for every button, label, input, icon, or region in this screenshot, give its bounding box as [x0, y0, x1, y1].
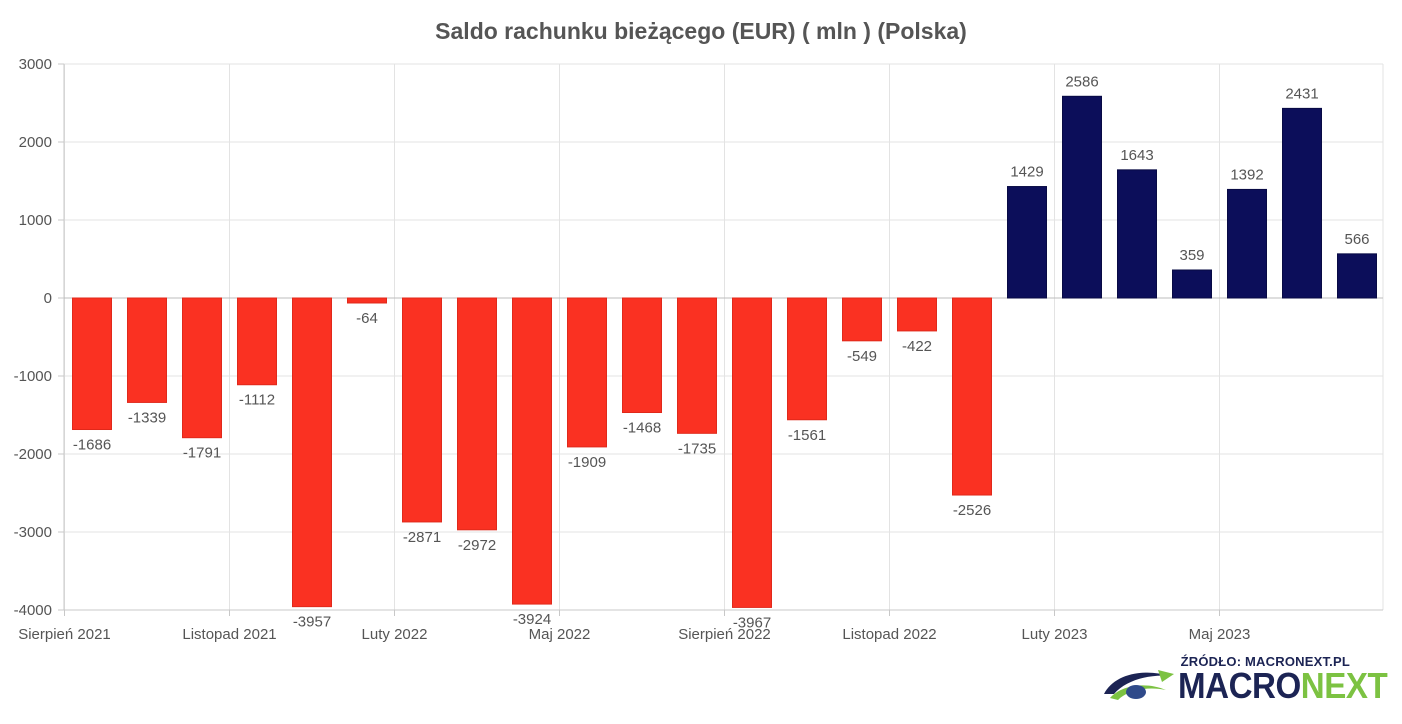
- y-tick-label: 2000: [19, 134, 52, 151]
- data-label: 1392: [1230, 166, 1263, 183]
- y-tick-label: -1000: [14, 368, 52, 385]
- data-label: -1686: [73, 437, 111, 454]
- bar: [237, 297, 277, 386]
- y-tick-label: 0: [44, 290, 52, 307]
- data-label: 359: [1179, 247, 1204, 264]
- data-label: -2871: [403, 529, 441, 546]
- bar: [347, 297, 387, 304]
- x-tick-label: Maj 2023: [1189, 626, 1251, 643]
- data-label: -422: [902, 338, 932, 355]
- chart-title: Saldo rachunku bieżącego (EUR) ( mln ) (…: [435, 18, 967, 44]
- source-brand-block: ŹRÓDŁO: MACRONEXT.PL MACRONEXT: [1100, 652, 1388, 712]
- y-tick-label: -4000: [14, 602, 52, 619]
- data-label: -1561: [788, 427, 826, 444]
- data-label: 1643: [1120, 147, 1153, 164]
- brand-macro: MACRO: [1178, 665, 1301, 706]
- x-tick-label: Luty 2023: [1022, 626, 1088, 643]
- y-tick-label: -3000: [14, 524, 52, 541]
- data-label: -1909: [568, 454, 606, 471]
- data-label: -3957: [293, 614, 331, 631]
- source-text: ŹRÓDŁO: MACRONEXT.PL: [1180, 654, 1350, 669]
- data-label: 1429: [1010, 164, 1043, 181]
- data-label: -3924: [513, 611, 551, 628]
- data-label: -3967: [733, 614, 771, 631]
- x-tick-label: Listopad 2021: [182, 626, 276, 643]
- data-label: -1339: [128, 409, 166, 426]
- bar: [732, 297, 772, 608]
- bar: [1227, 188, 1267, 299]
- data-label: -2526: [953, 502, 991, 519]
- bar: [512, 297, 552, 605]
- x-tick-label: Sierpień 2021: [18, 626, 111, 643]
- bar: [677, 297, 717, 434]
- data-label: -1112: [239, 392, 275, 409]
- data-label: -1468: [623, 420, 661, 437]
- bar: [1172, 269, 1212, 299]
- bar: [897, 297, 937, 332]
- bar: [127, 297, 167, 403]
- data-label: -1791: [183, 445, 221, 462]
- macronext-logo-icon: [1104, 670, 1174, 700]
- x-tick-label: Listopad 2022: [842, 626, 936, 643]
- y-tick-label: 1000: [19, 212, 52, 229]
- data-label: -2972: [458, 537, 496, 554]
- bar: [292, 297, 332, 608]
- x-tick-label: Sierpień 2022: [678, 626, 771, 643]
- data-label: -1735: [678, 440, 716, 457]
- data-label: -64: [356, 310, 378, 327]
- bar: [457, 297, 497, 531]
- label-layer: -1686 -1339 -1791 -1112 -3957 -64 -2871 -2972 -3…: [73, 73, 1370, 631]
- x-tick-label: Luty 2022: [362, 626, 428, 643]
- brand-next: NEXT: [1300, 665, 1388, 706]
- bar: [182, 297, 222, 439]
- bar: [842, 297, 882, 342]
- bar: [787, 297, 827, 421]
- bar: [1117, 169, 1157, 299]
- bar: [952, 297, 992, 496]
- data-label: 566: [1344, 231, 1369, 248]
- y-tick-label: -2000: [14, 446, 52, 463]
- bar: [1282, 107, 1322, 299]
- data-label: 2586: [1065, 73, 1098, 90]
- data-label: -549: [847, 348, 877, 365]
- x-tick-label: Maj 2022: [529, 626, 591, 643]
- y-tick-label: 3000: [19, 56, 52, 73]
- bar: [1007, 186, 1047, 299]
- bar: [1062, 95, 1102, 299]
- bar: [72, 297, 112, 431]
- bar: [567, 297, 607, 448]
- axis-layer: 3000 2000 1000 0 -1000 -2000 -3000 -4000 Sierpie…: [14, 56, 1383, 643]
- brand-wordmark: MACRONEXT: [1178, 665, 1388, 706]
- bar: [622, 297, 662, 414]
- bar: [402, 297, 442, 523]
- data-label: 2431: [1285, 85, 1318, 102]
- bar: [1337, 253, 1377, 299]
- bar-layer: [72, 95, 1377, 608]
